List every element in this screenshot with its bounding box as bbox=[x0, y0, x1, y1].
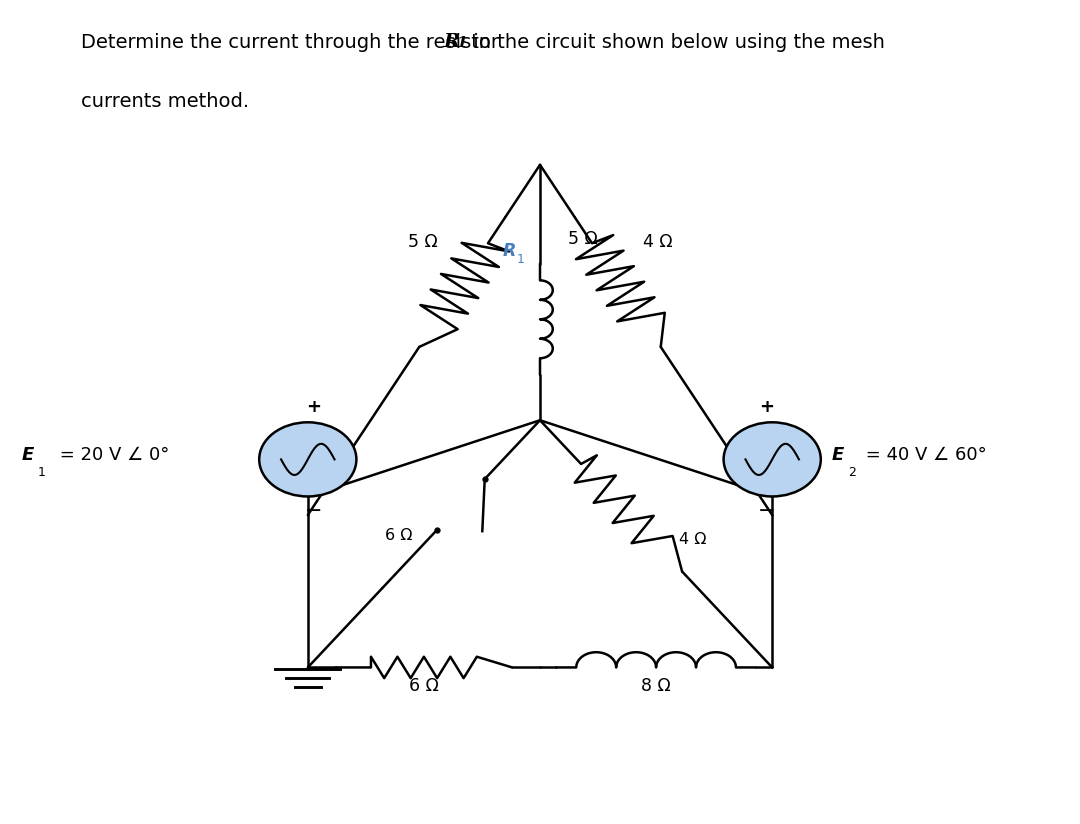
Text: −: − bbox=[305, 501, 322, 522]
Text: 5 Ω: 5 Ω bbox=[407, 233, 437, 251]
Text: +: + bbox=[759, 399, 774, 416]
Circle shape bbox=[724, 423, 821, 496]
Text: 1: 1 bbox=[38, 466, 45, 479]
Text: = 40 V ∠ 60°: = 40 V ∠ 60° bbox=[860, 447, 986, 464]
Text: in the circuit shown below using the mesh: in the circuit shown below using the mes… bbox=[467, 33, 885, 52]
Text: 5 Ω: 5 Ω bbox=[568, 230, 598, 248]
Text: 6 Ω: 6 Ω bbox=[384, 528, 413, 543]
Text: 6 Ω: 6 Ω bbox=[409, 677, 438, 695]
Text: R: R bbox=[503, 242, 516, 260]
Text: E: E bbox=[22, 447, 33, 464]
Text: +: + bbox=[306, 399, 321, 416]
Text: R: R bbox=[443, 33, 459, 51]
Text: 1: 1 bbox=[516, 253, 525, 266]
Text: 8 Ω: 8 Ω bbox=[642, 677, 671, 695]
Text: 4 Ω: 4 Ω bbox=[643, 233, 672, 251]
Text: currents method.: currents method. bbox=[81, 92, 249, 111]
Text: 2: 2 bbox=[848, 466, 855, 479]
Text: 1: 1 bbox=[456, 36, 467, 50]
Text: −: − bbox=[758, 501, 775, 522]
Text: E: E bbox=[832, 447, 843, 464]
Text: 4 Ω: 4 Ω bbox=[679, 532, 706, 547]
Text: = 20 V ∠ 0°: = 20 V ∠ 0° bbox=[54, 447, 170, 464]
Circle shape bbox=[259, 423, 356, 496]
Text: Determine the current through the resistor: Determine the current through the resist… bbox=[81, 33, 505, 52]
